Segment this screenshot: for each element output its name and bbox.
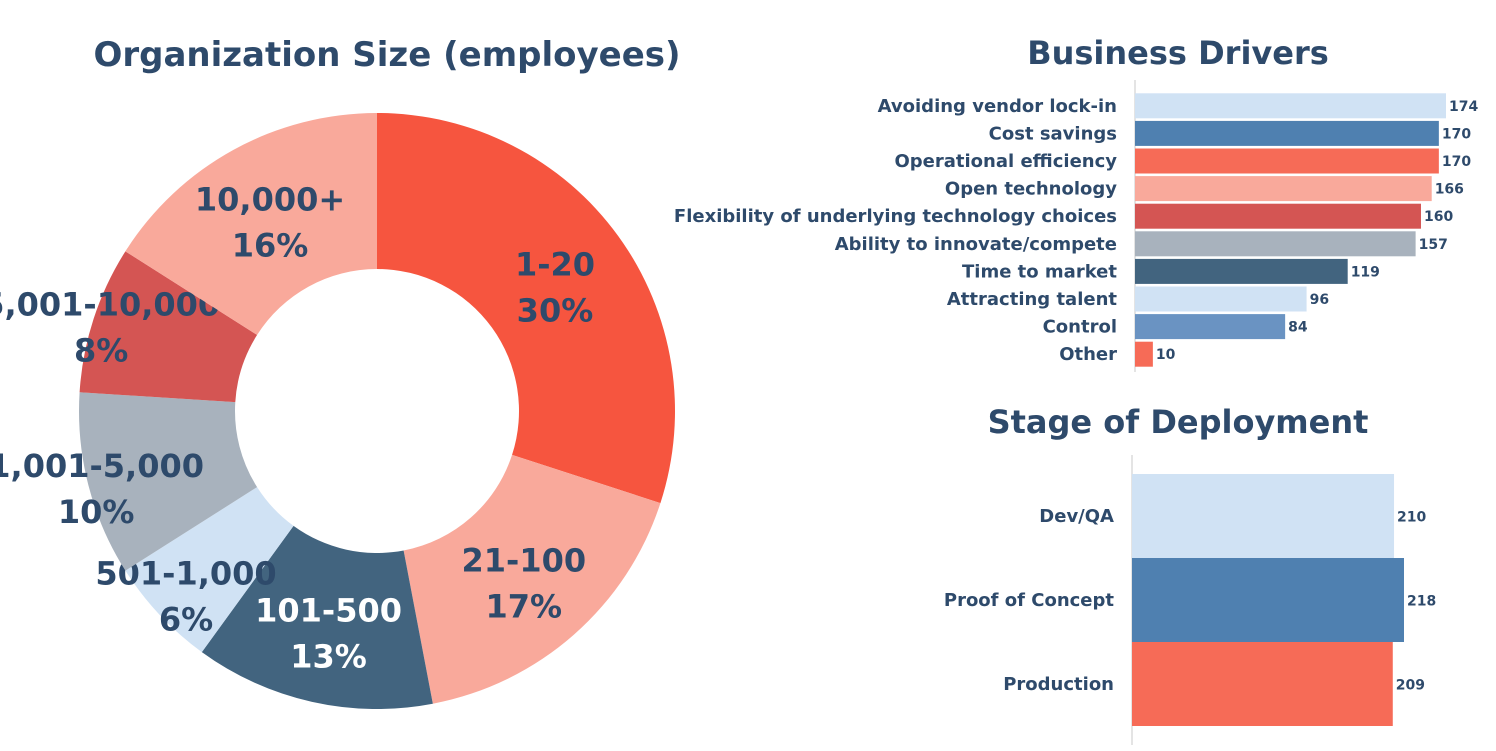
slice-percent-label: 13% [290, 638, 367, 676]
stage-of-deployment-category-label: Proof of Concept [944, 590, 1115, 611]
pie-slice-10-000 [125, 113, 377, 335]
stage-of-deployment-bar-production [1132, 642, 1393, 726]
stage-of-deployment-category-label: Production [1003, 674, 1114, 695]
business-drivers-bar-flexibility-of-underlying-technology-choices [1135, 203, 1421, 229]
stage-of-deployment-bar-proof-of-concept [1132, 558, 1404, 642]
pie-slice-21-100 [403, 454, 661, 704]
business-drivers-category-label: Time to market [962, 261, 1117, 282]
pie-slice-5-001-10-000 [79, 251, 258, 403]
stage-of-deployment-chart: Dev/QA 210 Proof of Concept 218 Production 20… [944, 455, 1436, 745]
stage-of-deployment-value-label: 209 [1396, 677, 1425, 693]
slice-category-label: 10,000+ [195, 180, 345, 218]
slice-category-label: 1,001-5,000 [0, 447, 204, 485]
business-drivers-bar-other [1135, 341, 1153, 367]
slice-category-label: 1-20 [515, 246, 595, 284]
business-drivers-value-label: 119 [1351, 264, 1380, 280]
business-drivers-value-label: 174 [1449, 99, 1478, 115]
stage-of-deployment-title: Stage of Deployment [988, 403, 1369, 441]
business-drivers-category-label: Avoiding vendor lock-in [878, 96, 1117, 117]
pie-chart-title: Organization Size (employees) [93, 35, 680, 75]
slice-category-label: 5,001-10,000 [0, 285, 220, 323]
slice-percent-label: 16% [232, 226, 309, 264]
stage-of-deployment-value-label: 210 [1397, 509, 1426, 525]
pie-slice-101-500 [201, 525, 433, 709]
stage-of-deployment-bar-dev-qa [1132, 474, 1395, 558]
business-drivers-bar-operational-efficiency [1135, 148, 1439, 174]
business-drivers-category-label: Cost savings [989, 123, 1117, 144]
pie-slice-501-1-000 [125, 487, 294, 653]
slice-percent-label: 8% [74, 331, 128, 369]
business-drivers-category-label: Operational efficiency [894, 151, 1117, 172]
pie-slice-1-20 [377, 113, 675, 504]
business-drivers-title: Business Drivers [1027, 34, 1329, 72]
business-drivers-category-label: Attracting talent [947, 289, 1118, 310]
business-drivers-bar-cost-savings [1135, 120, 1439, 146]
business-drivers-bar-time-to-market [1135, 258, 1348, 284]
business-drivers-bar-ability-to-innovate-compete [1135, 231, 1416, 257]
slice-percent-label: 10% [58, 493, 135, 531]
business-drivers-value-label: 157 [1419, 237, 1448, 253]
slice-percent-label: 6% [159, 600, 213, 638]
business-drivers-category-label: Other [1059, 344, 1117, 365]
business-drivers-category-label: Control [1043, 317, 1117, 338]
business-drivers-bar-open-technology [1135, 176, 1432, 202]
business-drivers-value-label: 166 [1435, 182, 1464, 198]
slice-percent-label: 30% [517, 292, 594, 330]
pie-slice-1-001-5-000 [79, 392, 258, 571]
business-drivers-bar-control [1135, 314, 1286, 340]
business-drivers-value-label: 84 [1288, 320, 1308, 336]
business-drivers-value-label: 96 [1310, 292, 1329, 308]
business-drivers-category-label: Flexibility of underlying technology cho… [674, 206, 1117, 227]
stage-of-deployment-category-label: Dev/QA [1039, 506, 1114, 527]
pie-chart: 1-2030%21-10017%101-50013%501-1,0006%1,0… [0, 113, 675, 709]
slice-category-label: 21-100 [462, 542, 587, 580]
business-drivers-value-label: 170 [1442, 154, 1471, 170]
stage-of-deployment-value-label: 218 [1407, 593, 1436, 609]
slice-percent-label: 17% [486, 588, 563, 626]
business-drivers-category-label: Open technology [945, 179, 1117, 200]
business-drivers-value-label: 170 [1442, 126, 1471, 142]
business-drivers-bar-avoiding-vendor-lock-in [1135, 93, 1446, 119]
business-drivers-category-label: Ability to innovate/compete [835, 234, 1117, 255]
business-drivers-chart: Avoiding vendor lock-in 174 Cost savings 17… [674, 80, 1478, 372]
business-drivers-value-label: 160 [1424, 209, 1453, 225]
business-drivers-value-label: 10 [1156, 347, 1176, 363]
slice-category-label: 101-500 [255, 592, 402, 630]
business-drivers-bar-attracting-talent [1135, 286, 1307, 312]
